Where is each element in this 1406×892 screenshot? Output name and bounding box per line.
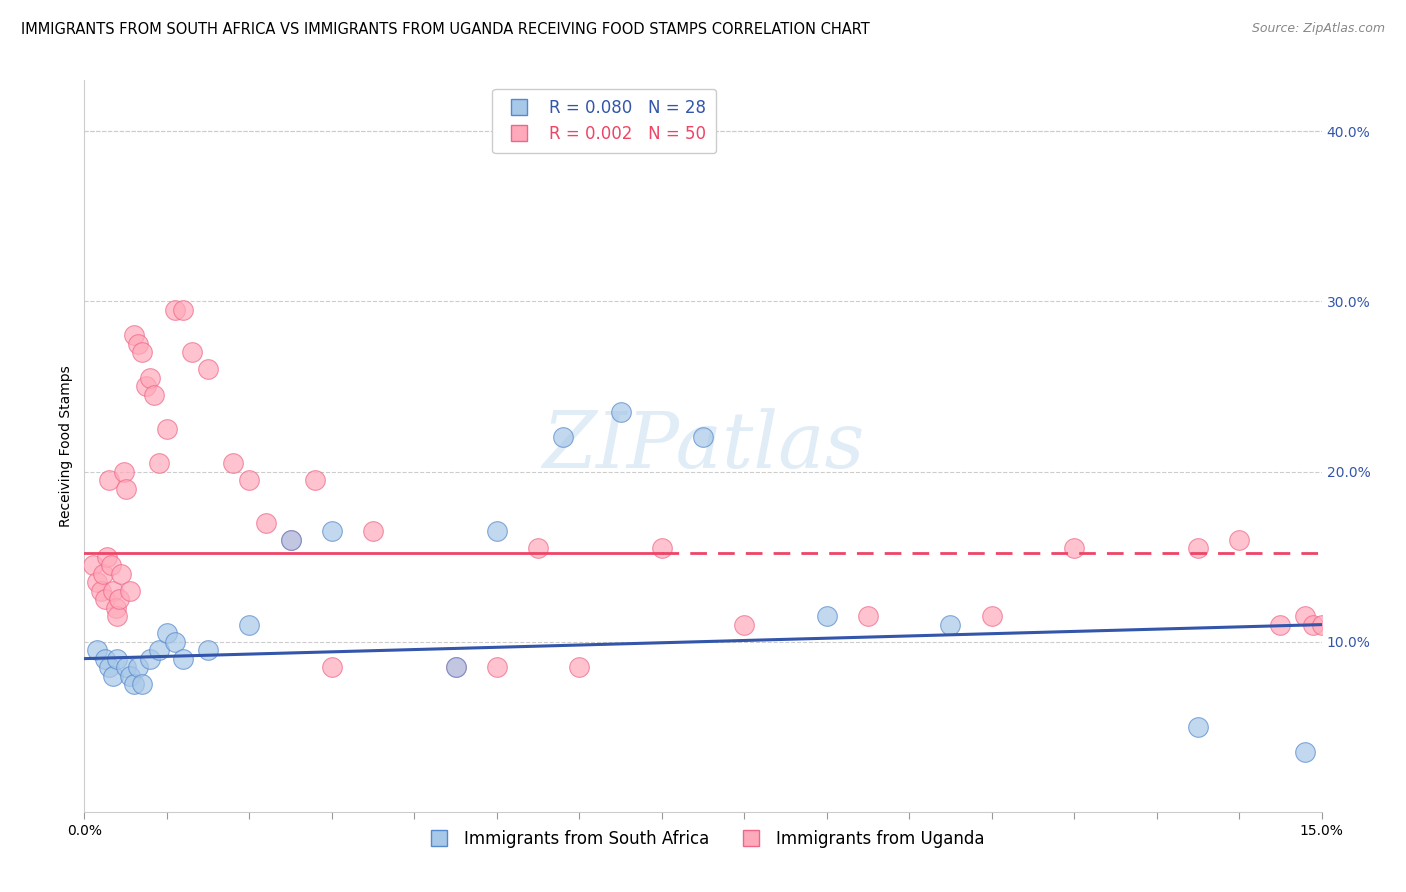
Point: [94, 651, 117, 665]
Point: [148, 643, 170, 657]
Point: [485, 524, 508, 538]
Point: [165, 634, 187, 648]
Point: [197, 362, 219, 376]
Point: [444, 660, 467, 674]
Point: [939, 617, 962, 632]
Point: [86, 575, 108, 590]
Point: [1187, 720, 1209, 734]
Point: [131, 677, 153, 691]
Point: [444, 660, 467, 674]
Point: [96, 549, 118, 564]
Point: [551, 430, 574, 444]
Point: [980, 609, 1002, 624]
Point: [692, 430, 714, 444]
Point: [105, 609, 128, 624]
Point: [527, 541, 550, 555]
Point: [197, 643, 219, 657]
Point: [105, 651, 128, 665]
Point: [172, 302, 194, 317]
Point: [568, 660, 591, 674]
Point: [139, 651, 162, 665]
Point: [94, 592, 117, 607]
Point: [180, 345, 202, 359]
Point: [114, 482, 136, 496]
Point: [156, 626, 179, 640]
Point: [321, 524, 343, 538]
Point: [127, 660, 149, 674]
Point: [98, 473, 121, 487]
Point: [1302, 617, 1324, 632]
Point: [110, 566, 132, 581]
Point: [165, 302, 187, 317]
Point: [321, 660, 343, 674]
Point: [156, 422, 179, 436]
Point: [485, 660, 508, 674]
Point: [91, 566, 114, 581]
Point: [98, 660, 121, 674]
Point: [1063, 541, 1085, 555]
Point: [361, 524, 384, 538]
Point: [280, 533, 302, 547]
Point: [112, 465, 135, 479]
Point: [1270, 617, 1292, 632]
Text: Source: ZipAtlas.com: Source: ZipAtlas.com: [1251, 22, 1385, 36]
Point: [86, 643, 108, 657]
Point: [1294, 745, 1316, 759]
Point: [114, 660, 136, 674]
Point: [1294, 609, 1316, 624]
Point: [131, 345, 153, 359]
Point: [148, 456, 170, 470]
Legend: Immigrants from South Africa, Immigrants from Uganda: Immigrants from South Africa, Immigrants…: [415, 823, 991, 855]
Point: [127, 337, 149, 351]
Text: ZIPatlas: ZIPatlas: [541, 408, 865, 484]
Point: [103, 668, 125, 682]
Point: [82, 558, 104, 572]
Point: [222, 456, 245, 470]
Point: [238, 617, 260, 632]
Point: [815, 609, 838, 624]
Point: [122, 677, 145, 691]
Point: [143, 388, 166, 402]
Point: [104, 600, 127, 615]
Point: [1187, 541, 1209, 555]
Point: [118, 583, 141, 598]
Point: [856, 609, 879, 624]
Text: IMMIGRANTS FROM SOUTH AFRICA VS IMMIGRANTS FROM UGANDA RECEIVING FOOD STAMPS COR: IMMIGRANTS FROM SOUTH AFRICA VS IMMIGRAN…: [21, 22, 870, 37]
Point: [108, 592, 131, 607]
Point: [238, 473, 260, 487]
Point: [90, 583, 112, 598]
Point: [122, 328, 145, 343]
Point: [118, 668, 141, 682]
Point: [103, 583, 125, 598]
Point: [304, 473, 326, 487]
Point: [135, 379, 157, 393]
Point: [280, 533, 302, 547]
Point: [651, 541, 673, 555]
Y-axis label: Receiving Food Stamps: Receiving Food Stamps: [59, 365, 73, 527]
Point: [733, 617, 755, 632]
Point: [609, 405, 631, 419]
Point: [172, 651, 194, 665]
Point: [100, 558, 122, 572]
Point: [254, 516, 277, 530]
Point: [1310, 617, 1333, 632]
Point: [1227, 533, 1250, 547]
Point: [139, 371, 162, 385]
